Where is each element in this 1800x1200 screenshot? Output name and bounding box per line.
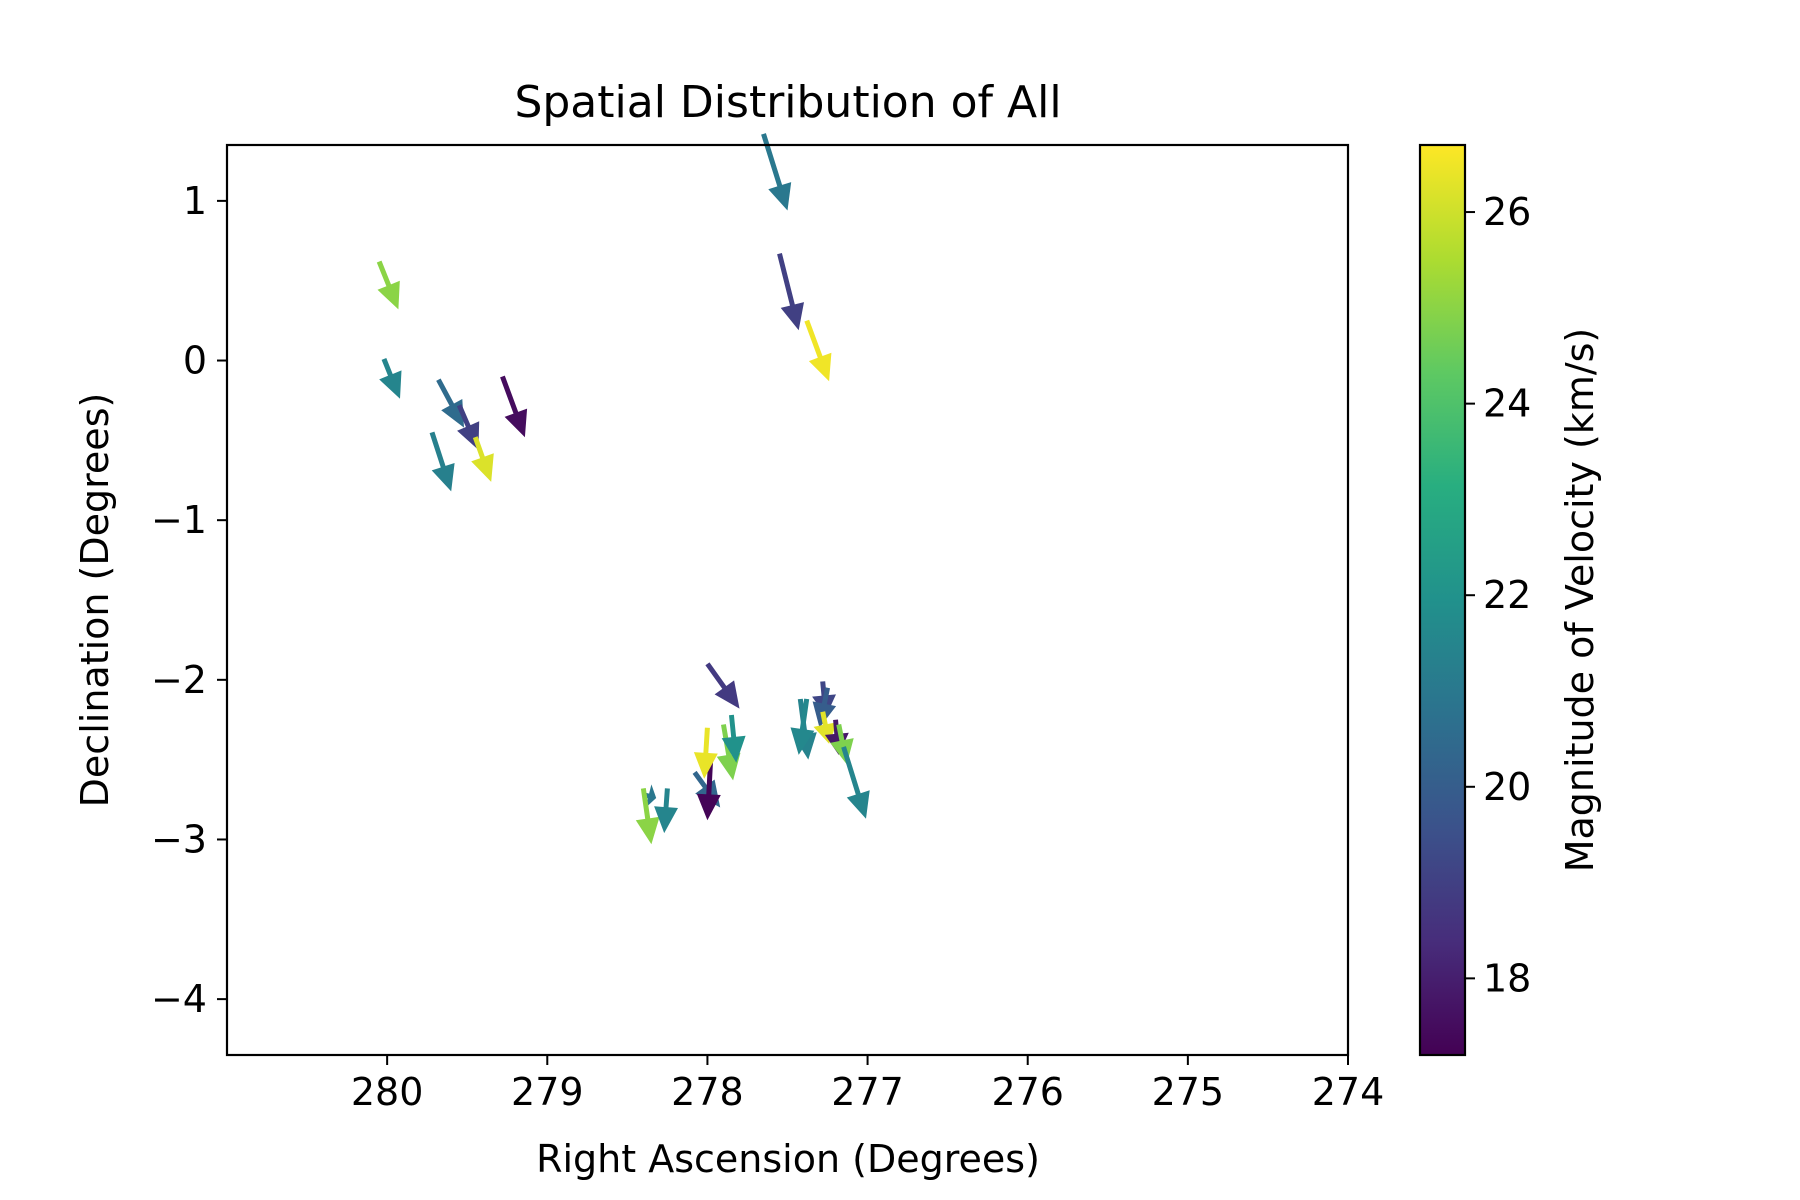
colorbar-tick-label: 26 bbox=[1483, 190, 1531, 234]
x-tick-label: 277 bbox=[831, 1070, 904, 1114]
velocity-arrow bbox=[379, 358, 402, 399]
x-tick-label: 279 bbox=[511, 1070, 584, 1114]
velocity-arrow bbox=[693, 727, 718, 779]
colorbar-ticks: 18 20 22 24 26 bbox=[1465, 190, 1531, 1000]
velocity-arrow bbox=[696, 759, 721, 821]
colorbar-tick-label: 24 bbox=[1483, 382, 1531, 426]
velocity-arrow bbox=[721, 714, 746, 763]
velocity-arrow bbox=[761, 133, 792, 211]
velocity-arrow bbox=[716, 724, 741, 781]
velocity-arrow bbox=[654, 788, 678, 834]
colorbar-label: Magnitude of Velocity (km/s) bbox=[1558, 328, 1602, 873]
colorbar: 18 20 22 24 26 Magnitude of Velocity (km/s) bbox=[1418, 143, 1602, 1057]
velocity-arrow bbox=[777, 253, 804, 331]
velocity-arrow bbox=[804, 319, 832, 382]
velocity-arrow bbox=[824, 719, 849, 755]
y-tick-label: −4 bbox=[151, 977, 207, 1021]
x-tick-label: 276 bbox=[991, 1070, 1064, 1114]
y-tick-label: −3 bbox=[151, 817, 207, 861]
y-tick-label: 0 bbox=[183, 339, 207, 383]
velocity-arrow bbox=[500, 375, 528, 438]
chart-title: Spatial Distribution of All bbox=[514, 77, 1061, 128]
velocity-arrow bbox=[790, 698, 815, 755]
y-axis-label: Declination (Degrees) bbox=[73, 393, 117, 808]
velocity-arrow bbox=[429, 431, 455, 492]
velocity-arrow bbox=[376, 260, 400, 310]
velocity-arrow bbox=[642, 784, 657, 808]
colorbar-tick-label: 20 bbox=[1483, 765, 1531, 809]
colorbar-gradient bbox=[1418, 143, 1467, 1057]
x-tick-label: 280 bbox=[351, 1070, 424, 1114]
x-axis: 280 279 278 277 276 275 274 bbox=[351, 1055, 1384, 1114]
velocity-arrow bbox=[812, 687, 837, 728]
x-tick-label: 275 bbox=[1152, 1070, 1225, 1114]
velocity-arrow bbox=[705, 662, 740, 709]
x-axis-label: Right Ascension (Degrees) bbox=[536, 1137, 1040, 1181]
velocity-arrow bbox=[635, 788, 660, 845]
colorbar-tick-label: 18 bbox=[1483, 956, 1531, 1000]
y-tick-label: 1 bbox=[183, 179, 207, 223]
velocity-arrow bbox=[471, 436, 494, 482]
y-tick-label: −2 bbox=[151, 658, 207, 702]
velocity-arrow bbox=[436, 378, 464, 428]
x-tick-label: 278 bbox=[671, 1070, 744, 1114]
arrows-layer bbox=[376, 133, 870, 845]
y-tick-label: −1 bbox=[151, 498, 207, 542]
colorbar-tick-label: 22 bbox=[1483, 573, 1531, 617]
velocity-arrow bbox=[841, 746, 870, 819]
x-tick-label: 274 bbox=[1312, 1070, 1385, 1114]
plot-frame bbox=[225, 143, 1350, 1057]
plot-area bbox=[225, 133, 1350, 1057]
y-axis: 1 0 −1 −2 −3 −4 bbox=[151, 179, 227, 1021]
